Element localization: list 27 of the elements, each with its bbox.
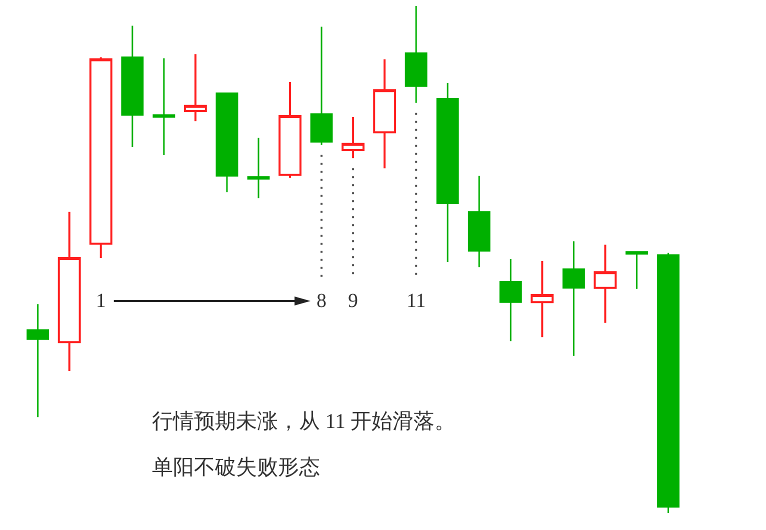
candlestick — [278, 81, 302, 179]
x-tick-label: 1 — [96, 290, 106, 312]
candlestick — [373, 58, 396, 170]
candlestick — [594, 244, 617, 324]
candlestick — [184, 53, 207, 122]
candlestick — [121, 25, 144, 148]
candlestick — [310, 26, 333, 146]
candlestick — [562, 240, 585, 357]
candlestick — [247, 137, 270, 199]
candlestick — [530, 260, 554, 338]
candlestick — [404, 6, 428, 104]
candlestick — [58, 210, 81, 372]
x-tick-label: 9 — [348, 290, 358, 312]
annotation: 单阳不破失败形态 — [152, 455, 320, 479]
annotation: 行情预期未涨，从 11 开始滑落。 — [152, 409, 456, 433]
candlestick — [26, 303, 50, 418]
candlestick — [216, 92, 238, 193]
candlestick — [342, 116, 365, 160]
x-tick-label: 8 — [316, 290, 327, 312]
candlestick — [468, 175, 490, 268]
candlestick — [89, 56, 112, 259]
candlestick — [626, 251, 648, 290]
x-tick-label: 11 — [406, 290, 426, 312]
candlestick — [499, 258, 522, 342]
candlestick — [152, 57, 176, 156]
candlestick — [436, 82, 459, 263]
candlestick — [657, 252, 680, 513]
